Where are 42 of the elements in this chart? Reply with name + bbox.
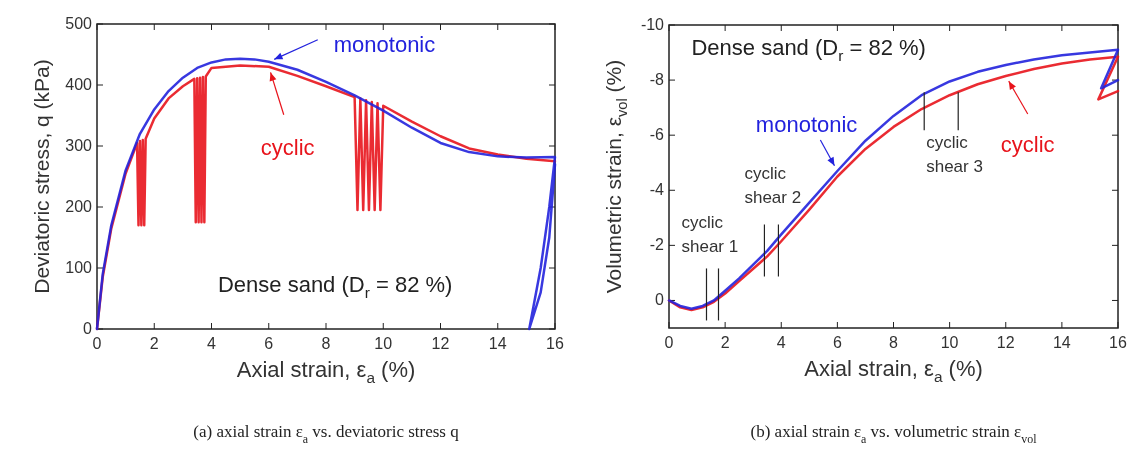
text: (b) axial strain ε$_{a}$ vs. volumetric strain ε$_{vol}$: [750, 422, 1038, 446]
x-tick-label: 8: [321, 335, 331, 352]
y-tick-label: -4: [649, 181, 665, 199]
x-tick-label: 10: [374, 335, 393, 352]
series-label: monotonic: [755, 111, 858, 137]
x-tick-label: 6: [264, 335, 274, 352]
y-tick-label: -6: [649, 126, 665, 144]
y-tick-label: 200: [65, 198, 93, 215]
x-tick-label: 16: [1109, 334, 1127, 351]
x-axis-title: Axial strain, ε$_{a}$ (%): [236, 357, 416, 386]
text: (a) axial strain ε$_{a}$ vs. deviatoric stress q: [193, 422, 460, 446]
y-tick-label: 500: [65, 15, 93, 32]
annotation: cyclic shear 1: [681, 213, 739, 257]
x-tick-label: 2: [149, 335, 159, 352]
y-tick-label: 100: [65, 259, 93, 276]
x-tick-label: 14: [488, 335, 507, 352]
x-tick-label: 2: [720, 334, 730, 351]
y-tick-label: -8: [649, 71, 665, 89]
x-tick-label: 10: [940, 334, 959, 351]
x-tick-label: 4: [207, 335, 217, 352]
x-tick-label: 6: [832, 334, 842, 351]
legend-label: cyclic: [260, 134, 315, 160]
series-label: monotonic: [333, 31, 436, 57]
y-tick-label: 300: [65, 137, 93, 154]
y-tick-label: 400: [65, 76, 93, 93]
x-tick-label: 4: [776, 334, 786, 351]
y-tick-label: -2: [649, 236, 665, 254]
x-tick-label: 12: [996, 334, 1015, 351]
x-tick-label: 12: [431, 335, 450, 352]
x-tick-label: 14: [1052, 334, 1071, 351]
annotation: Dense sand (D$_{r}$ = 82 %): [691, 35, 926, 65]
annotation: cyclic shear 2: [744, 164, 802, 208]
y-tick-label: 0: [83, 320, 93, 337]
x-tick-label: 16: [546, 335, 564, 352]
annotation: Dense sand (D$_{r}$ = 82 %): [217, 272, 453, 302]
annotation: cyclic shear 3: [926, 133, 983, 177]
y-axis-title: Deviatoric stress, q (kPa): [30, 59, 53, 294]
x-tick-label: 8: [889, 334, 899, 351]
x-axis-title: Axial strain, ε$_{a}$ (%): [804, 356, 983, 385]
y-tick-label: 0: [655, 291, 665, 309]
legend-label: cyclic: [1000, 131, 1055, 157]
y-tick-label: -10: [640, 16, 665, 33]
